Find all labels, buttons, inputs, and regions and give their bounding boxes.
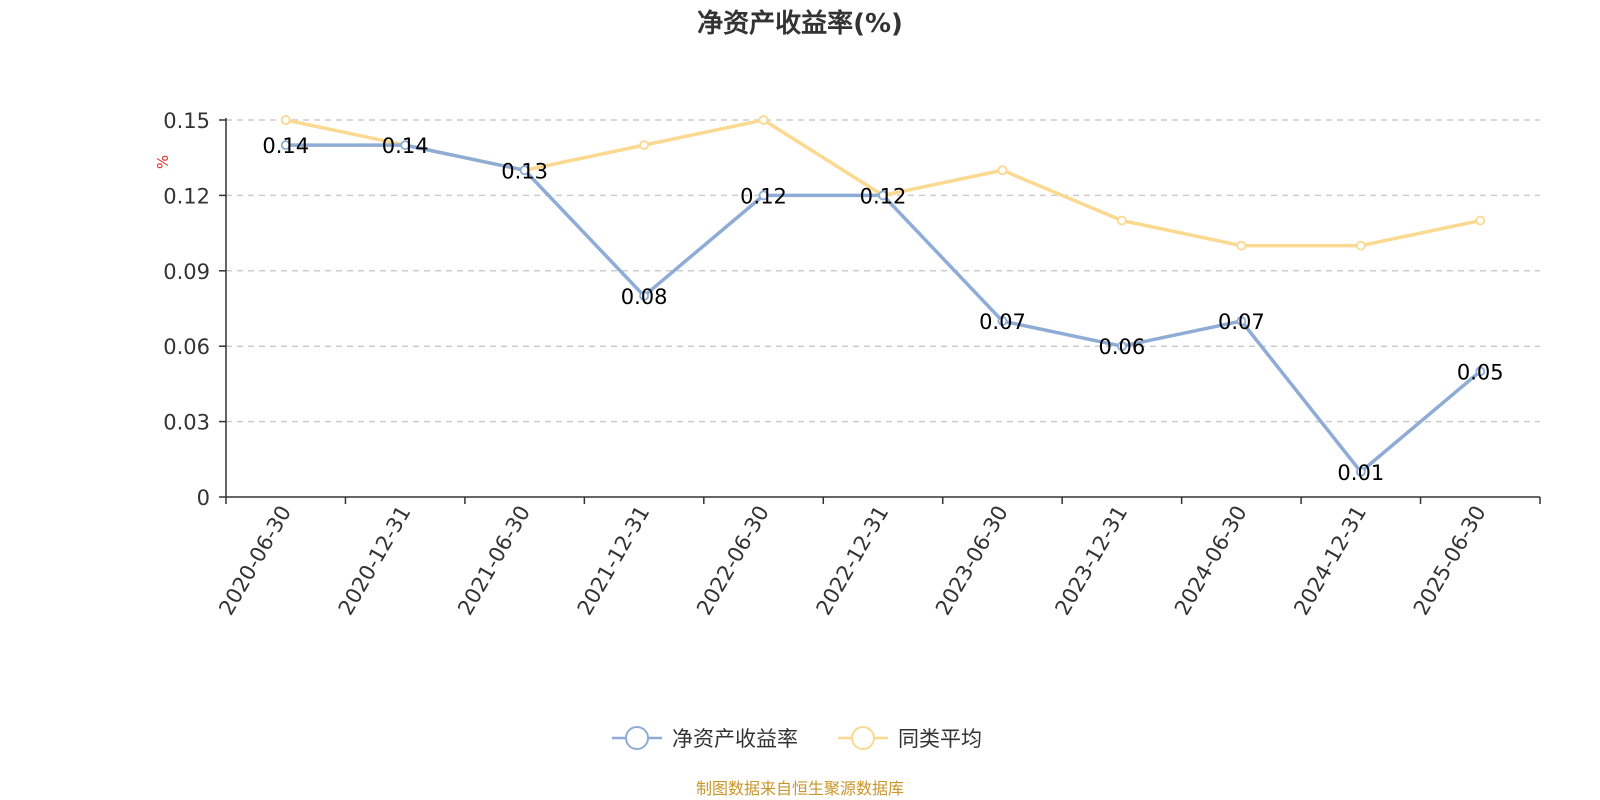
series-point-1 bbox=[639, 140, 649, 151]
data-label: 0.13 bbox=[501, 159, 548, 183]
legend-item-0[interactable]: 净资产收益率 bbox=[612, 726, 798, 751]
x-tick-label: 2022-12-31 bbox=[812, 502, 894, 620]
series-point-1 bbox=[1236, 240, 1247, 251]
series-point-0 bbox=[758, 190, 769, 201]
y-tick-label: 0.03 bbox=[163, 411, 210, 435]
y-tick-label: 0 bbox=[197, 486, 210, 510]
series-point-0 bbox=[878, 190, 888, 201]
data-label: 0.12 bbox=[860, 184, 907, 208]
x-tick-label: 2023-12-31 bbox=[1050, 502, 1132, 620]
legend-label: 净资产收益率 bbox=[672, 727, 798, 751]
legend-item-1[interactable]: 同类平均 bbox=[838, 726, 982, 751]
x-tick-label: 2020-06-30 bbox=[214, 502, 296, 620]
data-label: 0.08 bbox=[621, 285, 668, 309]
x-tick-labels: 2020-06-30 2020-12-31 2021-06-30 2021-12-31… bbox=[214, 502, 1490, 620]
data-label: 0.14 bbox=[262, 134, 309, 158]
series-point-0 bbox=[519, 165, 530, 176]
data-label: 0.07 bbox=[979, 310, 1026, 334]
data-label: 0.01 bbox=[1337, 461, 1384, 485]
series-point-0 bbox=[400, 140, 411, 151]
series-point-0 bbox=[1475, 366, 1486, 377]
y-tick-label: 0.15 bbox=[163, 109, 210, 133]
series-layer bbox=[280, 115, 1486, 477]
y-axis-unit: % bbox=[154, 155, 172, 169]
series-point-1 bbox=[997, 165, 1008, 176]
chart-title: 净资产收益率(%) bbox=[697, 8, 903, 39]
y-tick-label: 0.09 bbox=[163, 260, 210, 284]
data-label: 0.14 bbox=[382, 134, 429, 158]
series-point-1 bbox=[1355, 240, 1366, 251]
x-tick-label: 2024-06-30 bbox=[1170, 502, 1252, 620]
series-point-0 bbox=[1355, 466, 1366, 477]
x-tick-label: 2022-06-30 bbox=[692, 502, 774, 620]
series-point-0 bbox=[1236, 316, 1247, 326]
series-line-1 bbox=[285, 118, 1481, 248]
legend: 净资产收益率 同类平均 bbox=[612, 726, 982, 751]
source-note: 制图数据来自恒生聚源数据库 bbox=[696, 779, 904, 798]
gridlines bbox=[226, 119, 1540, 423]
x-tick-label: 2021-06-30 bbox=[453, 502, 535, 620]
series-point-1 bbox=[280, 115, 291, 125]
legend-marker bbox=[625, 726, 649, 750]
legend-label: 同类平均 bbox=[898, 727, 982, 751]
x-tick-label: 2024-12-31 bbox=[1289, 502, 1371, 620]
data-labels: 0.14 0.14 0.13 0.08 0.12 0.12 0.07 0.06 0.07 0.01… bbox=[262, 134, 1503, 485]
x-tick-label: 2021-12-31 bbox=[573, 502, 655, 620]
series-point-0 bbox=[1117, 341, 1127, 352]
series-point-1 bbox=[1475, 215, 1486, 226]
series-point-0 bbox=[639, 291, 649, 301]
legend-marker bbox=[851, 726, 875, 750]
series-point-1 bbox=[758, 115, 769, 125]
data-label: 0.05 bbox=[1457, 360, 1504, 384]
series-point-0 bbox=[997, 316, 1008, 326]
y-tick-labels: 0 0.03 0.06 0.09 0.12 0.15 bbox=[163, 109, 210, 510]
data-label: 0.12 bbox=[740, 184, 787, 208]
axes bbox=[219, 118, 1541, 504]
series-point-0 bbox=[280, 140, 291, 151]
data-label: 0.07 bbox=[1218, 310, 1265, 334]
data-label: 0.06 bbox=[1099, 335, 1146, 359]
x-tick-label: 2020-12-31 bbox=[334, 502, 416, 620]
y-tick-label: 0.12 bbox=[163, 184, 210, 208]
x-tick-label: 2023-06-30 bbox=[931, 502, 1013, 620]
series-point-1 bbox=[1117, 215, 1127, 226]
x-tick-label: 2025-06-30 bbox=[1409, 502, 1491, 620]
y-tick-label: 0.06 bbox=[163, 335, 210, 359]
